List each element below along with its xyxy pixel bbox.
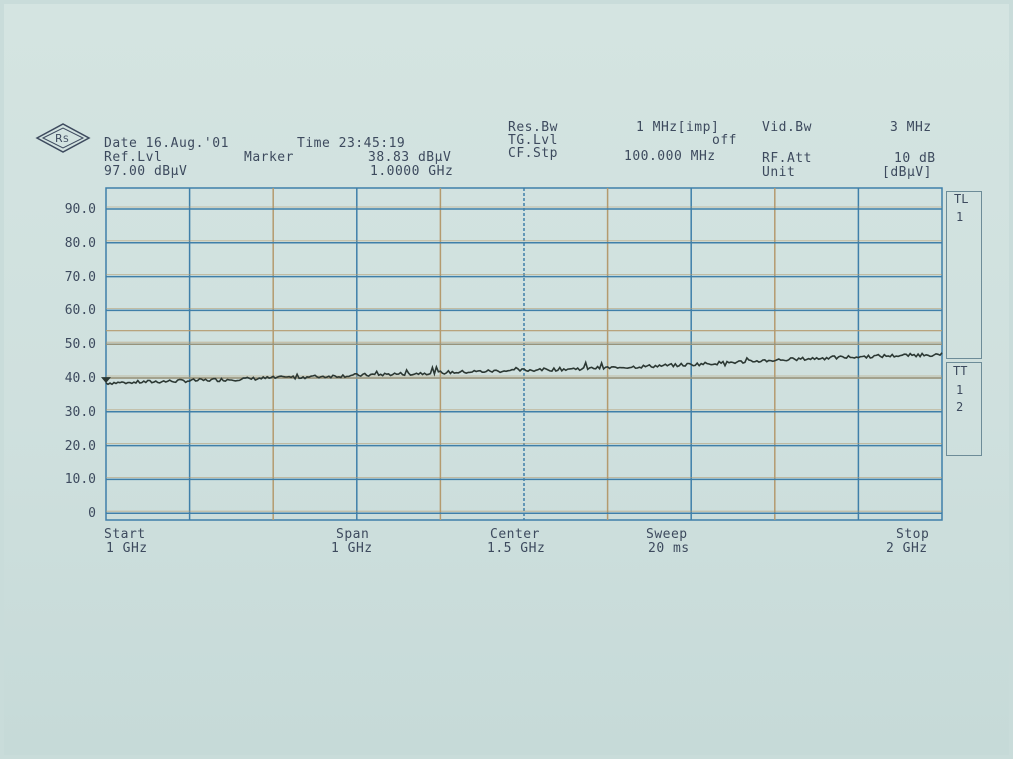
y-tick-label: 10.0 xyxy=(64,472,96,488)
marker-label: Marker xyxy=(244,150,294,165)
res-bw-label: Res.Bw xyxy=(508,120,558,135)
vid-bw-value: 3 MHz xyxy=(890,120,932,135)
tt-2-label: 2 xyxy=(956,400,964,414)
y-tick-label: 50.0 xyxy=(64,337,96,353)
tg-lvl-label: TG.Lvl xyxy=(508,133,558,148)
stop-label: Stop xyxy=(896,527,930,542)
y-tick-label: 20.0 xyxy=(64,438,96,454)
svg-text:S: S xyxy=(63,135,69,145)
time-label: Time 23:45:19 xyxy=(297,136,406,151)
rf-att-label: RF.Att xyxy=(762,151,812,166)
tl-label: TL xyxy=(954,192,969,206)
start-value: 1 GHz xyxy=(106,541,148,556)
analyzer-screen xyxy=(4,4,1009,755)
marker-frequency: 1.0000 GHz xyxy=(370,164,454,179)
cf-stp-label: CF.Stp xyxy=(508,146,558,161)
ref-lvl-label: Ref.Lvl xyxy=(104,150,163,165)
res-bw-value: 1 MHz[imp] xyxy=(636,120,720,135)
svg-text:R: R xyxy=(55,132,63,145)
tg-lvl-value: off xyxy=(712,133,737,148)
ref-lvl-value: 97.00 dBµV xyxy=(104,164,188,179)
y-tick-label: 30.0 xyxy=(64,404,96,420)
date-label: Date 16.Aug.'01 xyxy=(104,136,229,151)
y-tick-label: 70.0 xyxy=(64,269,96,285)
start-label: Start xyxy=(104,527,146,542)
y-tick-label: 0 xyxy=(88,506,96,522)
trace-line xyxy=(105,352,943,386)
tl-1-label: 1 xyxy=(956,210,964,224)
y-tick-label: 60.0 xyxy=(64,303,96,319)
tt-label: TT xyxy=(953,364,968,378)
vid-bw-label: Vid.Bw xyxy=(762,120,812,135)
center-value: 1.5 GHz xyxy=(487,541,546,556)
y-tick-label: 80.0 xyxy=(64,235,96,251)
marker-level: 38.83 dBµV xyxy=(368,150,452,165)
y-tick-label: 40.0 xyxy=(64,371,96,386)
stop-value: 2 GHz xyxy=(886,541,928,556)
unit-value: [dBµV] xyxy=(882,165,932,180)
span-label: Span xyxy=(336,527,370,542)
tl-panel xyxy=(946,191,982,359)
cf-stp-value: 100.000 MHz xyxy=(624,149,716,164)
marker-1 xyxy=(101,377,111,384)
span-value: 1 GHz xyxy=(331,541,373,556)
rohde-schwarz-logo-icon: R S xyxy=(35,123,91,153)
tt-panel xyxy=(946,362,982,456)
tt-1-label: 1 xyxy=(956,383,964,397)
unit-label: Unit xyxy=(762,165,796,180)
sweep-label: Sweep xyxy=(646,527,688,542)
rf-att-value: 10 dB xyxy=(894,151,936,166)
y-tick-label: 90.0 xyxy=(64,202,96,217)
center-label: Center xyxy=(490,527,540,542)
sweep-value: 20 ms xyxy=(648,541,690,556)
